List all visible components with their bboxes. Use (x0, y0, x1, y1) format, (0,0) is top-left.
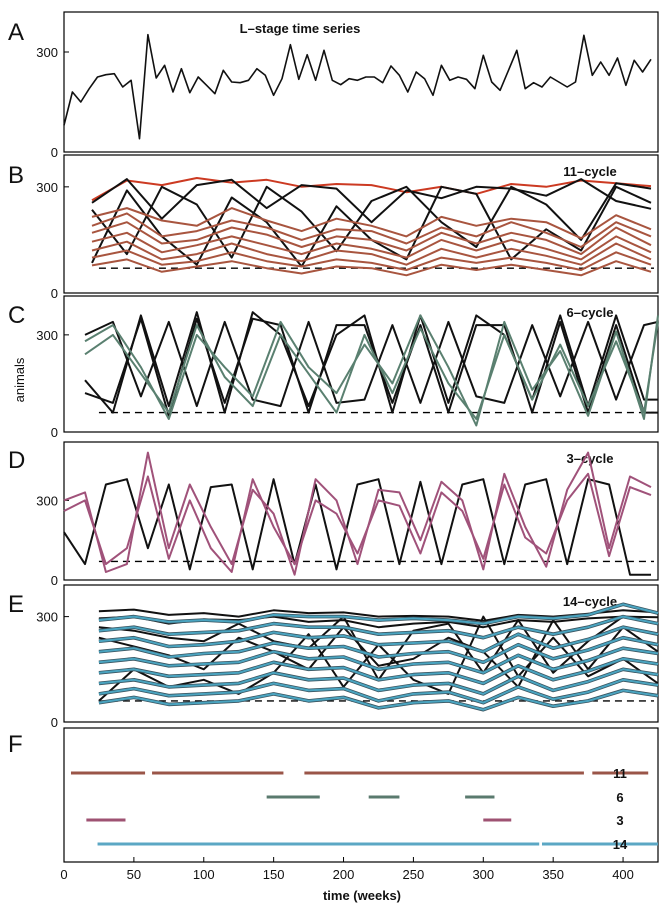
cycle-label: 11 (613, 766, 627, 781)
y-tick-label: 300 (36, 328, 58, 343)
x-tick-label: 200 (333, 867, 355, 882)
series-line (91, 231, 652, 261)
y-tick-label: 0 (51, 715, 58, 730)
y-axis-label: animals (12, 357, 27, 402)
panel-frame (63, 727, 659, 863)
panel-title: 6–cycle (567, 305, 614, 320)
panel-label-f: F (8, 731, 23, 758)
series-line (84, 321, 659, 420)
series-line (91, 207, 652, 240)
panel-title: L–stage time series (240, 21, 361, 36)
y-tick-label: 300 (36, 180, 58, 195)
series-line (84, 320, 659, 408)
panel-frame (63, 441, 659, 581)
y-tick-label: 300 (36, 610, 58, 625)
x-axis-label: time (weeks) (323, 888, 401, 903)
series-line (63, 478, 651, 576)
y-tick-label: 0 (51, 425, 58, 440)
panel-label-a: A (8, 19, 24, 46)
cycle-label: 6 (616, 790, 623, 805)
panel-a: A 0 300 L–stage time series (8, 11, 659, 160)
panel-label-b: B (8, 162, 24, 189)
series-line (98, 615, 659, 639)
series-line (98, 603, 659, 625)
series-line (91, 178, 652, 224)
x-tick-label: 250 (403, 867, 425, 882)
cycle-label: 3 (616, 813, 623, 828)
panel-frame (63, 295, 659, 433)
panel-f: F 11 6 3 14 0 50 100 150 200 250 300 350 400 (8, 727, 659, 882)
x-tick-label: 150 (263, 867, 285, 882)
cycle-label: 14 (613, 837, 628, 852)
panel-label-e: E (8, 591, 24, 618)
x-tick-label: 300 (472, 867, 494, 882)
panel-title: 14–cycle (563, 594, 617, 609)
x-tick-label: 0 (60, 867, 67, 882)
panel-c: C 0 300 6–cycle (8, 295, 659, 440)
y-tick-label: 0 (51, 286, 58, 301)
series-line (98, 689, 659, 711)
panel-label-d: D (8, 447, 25, 474)
panel-title: 11–cycle (563, 164, 617, 179)
series-line (91, 182, 652, 259)
series-line (98, 678, 659, 704)
series-line (91, 258, 652, 277)
x-tick-label: 50 (127, 867, 141, 882)
x-tick-label: 100 (193, 867, 215, 882)
x-tick-label: 350 (542, 867, 564, 882)
panel-label-c: C (8, 302, 25, 329)
y-tick-label: 300 (36, 493, 58, 508)
panel-frame (63, 154, 659, 294)
series-line (63, 451, 652, 576)
series-line (98, 668, 659, 695)
y-tick-label: 0 (51, 145, 58, 160)
panel-e: E 0 300 14–cycle (8, 584, 659, 730)
x-tick-label: 400 (612, 867, 634, 882)
panel-b: B 0 300 11–cycle (8, 154, 659, 301)
series-line (91, 249, 652, 271)
panel-frame (63, 11, 659, 153)
series-line (63, 33, 652, 140)
series-line (91, 177, 652, 202)
y-tick-label: 0 (51, 573, 58, 588)
y-tick-label: 300 (36, 45, 58, 60)
series-line (63, 472, 652, 573)
series-line (98, 657, 659, 685)
series-line (91, 240, 652, 266)
series-line (91, 221, 652, 256)
series-line (91, 212, 652, 248)
series-line (98, 647, 659, 674)
series-line (98, 626, 659, 653)
series-line (98, 636, 659, 664)
